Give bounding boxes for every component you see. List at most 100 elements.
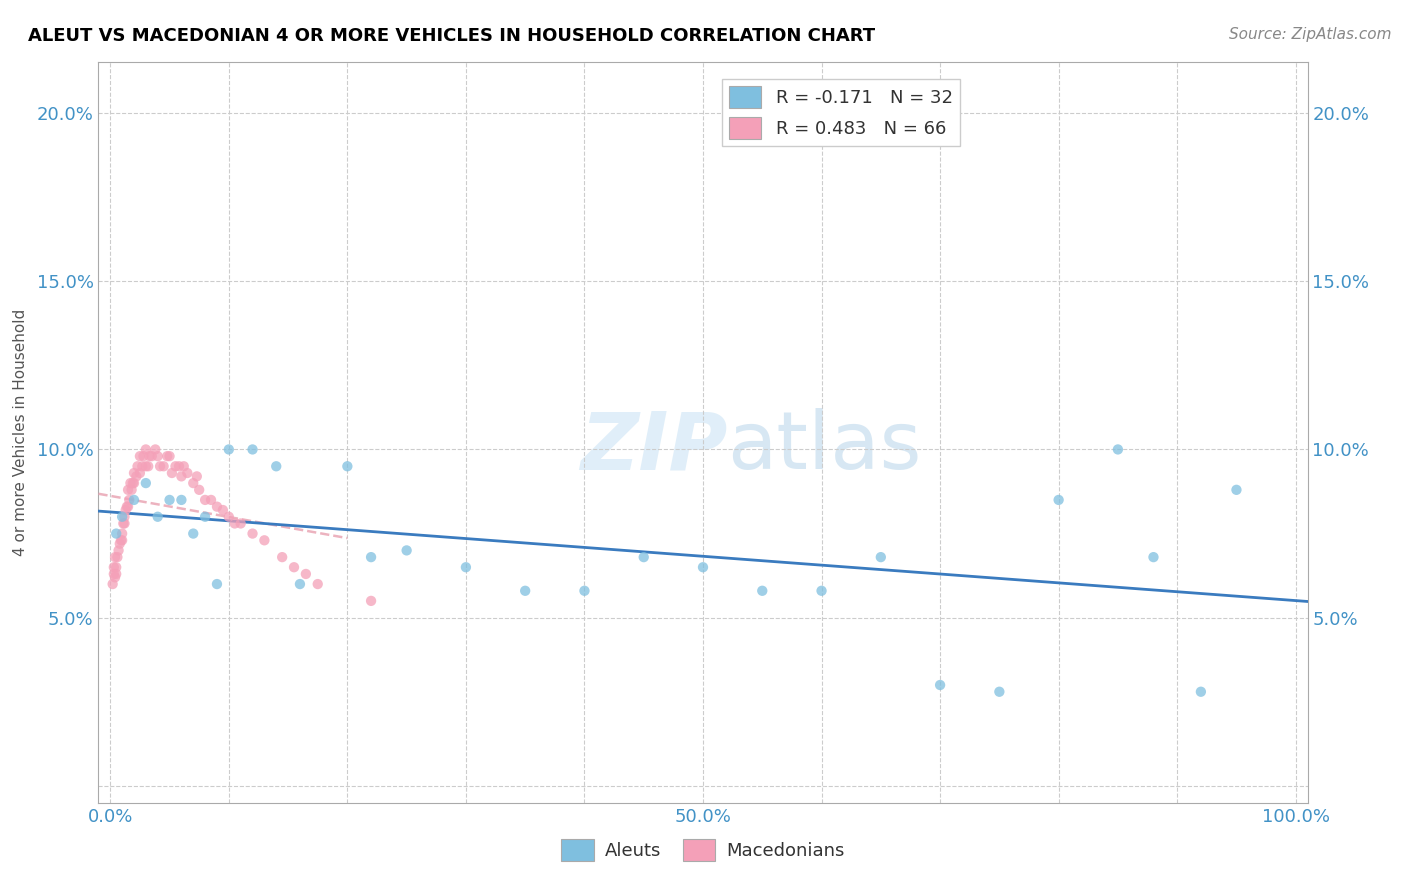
Point <box>242 442 264 457</box>
Point <box>1225 483 1247 497</box>
Point <box>212 503 235 517</box>
Point <box>107 543 129 558</box>
Point <box>283 560 305 574</box>
Point <box>194 492 217 507</box>
Point <box>129 449 152 463</box>
Point <box>110 533 132 548</box>
Point <box>170 469 193 483</box>
Point <box>205 577 228 591</box>
Point <box>118 492 141 507</box>
Point <box>1142 550 1164 565</box>
Point <box>141 449 163 463</box>
Point <box>515 583 537 598</box>
Point <box>186 469 208 483</box>
Point <box>138 449 160 463</box>
Point <box>200 492 222 507</box>
Point <box>170 492 193 507</box>
Point <box>1047 492 1070 507</box>
Point <box>181 476 204 491</box>
Point <box>131 459 153 474</box>
Point <box>105 550 128 565</box>
Point <box>121 476 143 491</box>
Point <box>633 550 655 565</box>
Point <box>360 594 382 608</box>
Point <box>181 526 204 541</box>
Text: atlas: atlas <box>727 409 921 486</box>
Point <box>336 459 359 474</box>
Point <box>114 509 136 524</box>
Point <box>1189 685 1212 699</box>
Point <box>271 550 294 565</box>
Legend: Aleuts, Macedonians: Aleuts, Macedonians <box>554 831 852 868</box>
Point <box>136 459 159 474</box>
Point <box>253 533 276 548</box>
Point <box>122 476 145 491</box>
Point <box>117 483 139 497</box>
Point <box>288 577 311 591</box>
Point <box>104 550 127 565</box>
Point <box>135 459 157 474</box>
Point <box>143 442 166 457</box>
Point <box>117 500 139 514</box>
Point <box>160 466 183 480</box>
Point <box>122 466 145 480</box>
Point <box>454 560 477 574</box>
Point <box>149 459 172 474</box>
Point <box>104 570 127 584</box>
Point <box>692 560 714 574</box>
Point <box>218 442 240 457</box>
Point <box>121 483 143 497</box>
Point <box>105 560 128 574</box>
Point <box>129 466 152 480</box>
Point <box>111 509 134 524</box>
Point <box>810 583 832 598</box>
Point <box>188 483 211 497</box>
Point <box>159 449 181 463</box>
Point <box>165 459 187 474</box>
Point <box>159 492 181 507</box>
Point <box>132 449 155 463</box>
Point <box>167 459 190 474</box>
Point <box>108 536 131 550</box>
Point <box>869 550 891 565</box>
Point <box>152 459 174 474</box>
Point <box>156 449 179 463</box>
Point <box>751 583 773 598</box>
Point <box>264 459 287 474</box>
Point <box>105 526 128 541</box>
Point <box>205 500 228 514</box>
Point <box>146 449 169 463</box>
Point <box>115 500 138 514</box>
Point <box>101 577 124 591</box>
Point <box>120 476 142 491</box>
Y-axis label: 4 or more Vehicles in Household: 4 or more Vehicles in Household <box>13 309 28 557</box>
Point <box>146 509 169 524</box>
Point <box>360 550 382 565</box>
Point <box>173 459 195 474</box>
Point <box>114 503 136 517</box>
Point <box>111 533 134 548</box>
Point <box>125 469 148 483</box>
Text: ALEUT VS MACEDONIAN 4 OR MORE VEHICLES IN HOUSEHOLD CORRELATION CHART: ALEUT VS MACEDONIAN 4 OR MORE VEHICLES I… <box>28 27 876 45</box>
Point <box>135 476 157 491</box>
Point <box>176 466 198 480</box>
Point <box>135 442 157 457</box>
Point <box>122 492 145 507</box>
Point <box>988 685 1011 699</box>
Point <box>574 583 596 598</box>
Text: Source: ZipAtlas.com: Source: ZipAtlas.com <box>1229 27 1392 42</box>
Point <box>229 516 252 531</box>
Point <box>395 543 418 558</box>
Point <box>111 526 134 541</box>
Point <box>114 516 136 531</box>
Point <box>112 516 135 531</box>
Point <box>242 526 264 541</box>
Point <box>194 509 217 524</box>
Point <box>127 459 149 474</box>
Point <box>103 560 125 574</box>
Text: ZIP: ZIP <box>579 409 727 486</box>
Point <box>103 566 125 581</box>
Point <box>105 566 128 581</box>
Point <box>224 516 246 531</box>
Point <box>1107 442 1129 457</box>
